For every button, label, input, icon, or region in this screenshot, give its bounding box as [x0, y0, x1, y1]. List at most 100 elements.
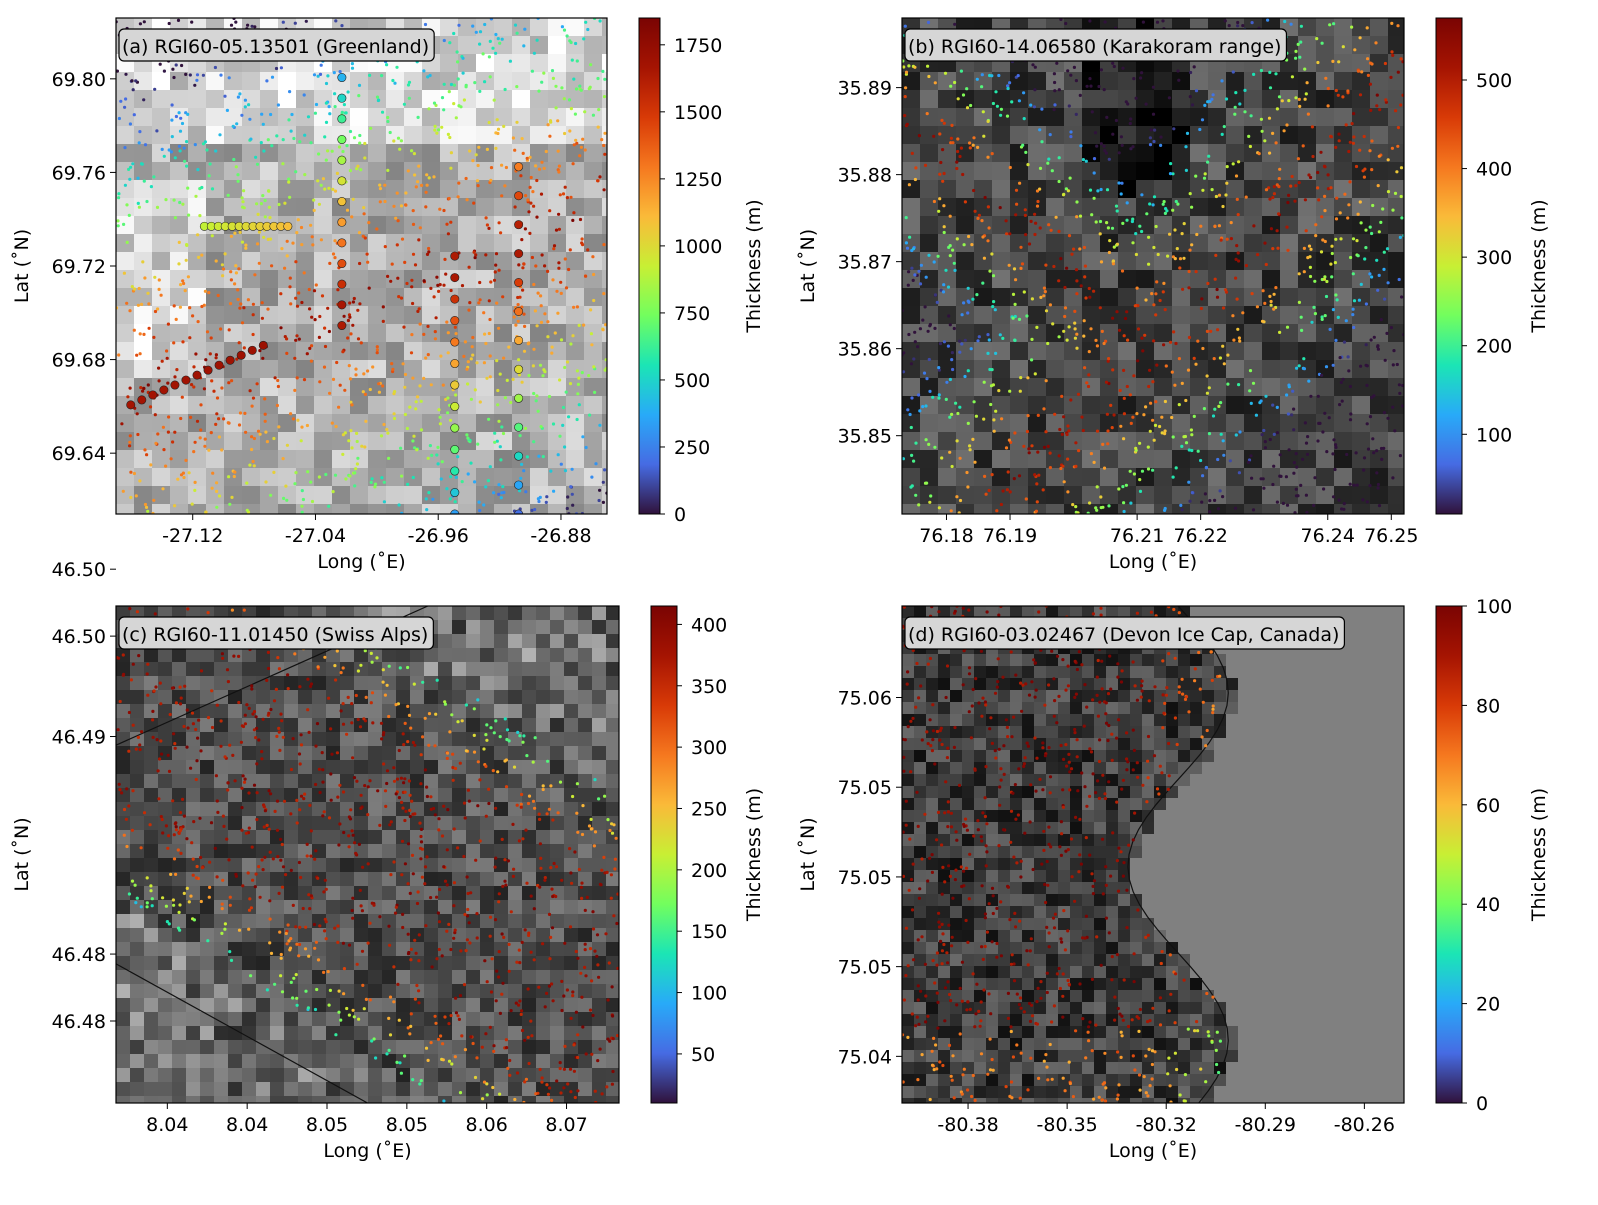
- data-point: [253, 464, 256, 467]
- data-point: [389, 996, 392, 999]
- y-tick-label: 69.76: [52, 162, 106, 184]
- data-point: [937, 811, 940, 814]
- data-point: [563, 942, 566, 945]
- data-point: [376, 351, 379, 354]
- data-point: [241, 196, 244, 199]
- data-point: [1204, 492, 1207, 495]
- data-point: [168, 22, 171, 25]
- data-point: [986, 1073, 989, 1076]
- data-point: [559, 193, 562, 196]
- survey-point: [338, 321, 346, 329]
- data-point: [410, 351, 413, 354]
- data-point: [122, 490, 125, 493]
- data-point: [193, 84, 196, 87]
- data-point: [487, 418, 490, 421]
- data-point: [298, 926, 301, 929]
- data-point: [1092, 772, 1095, 775]
- data-point: [412, 435, 415, 438]
- data-point: [522, 469, 525, 472]
- data-point: [969, 104, 972, 107]
- data-point: [1369, 226, 1372, 229]
- data-point: [941, 932, 944, 935]
- data-point: [183, 892, 186, 895]
- data-point: [232, 158, 235, 161]
- data-point: [1043, 287, 1046, 290]
- data-point: [279, 292, 282, 295]
- data-point: [293, 357, 296, 360]
- data-point: [128, 178, 131, 181]
- data-point: [1001, 676, 1004, 679]
- data-point: [455, 116, 458, 119]
- data-point: [1256, 253, 1259, 256]
- data-point: [562, 192, 565, 195]
- data-point: [1078, 818, 1081, 821]
- data-point: [339, 384, 342, 387]
- data-point: [435, 957, 438, 960]
- data-point: [234, 779, 237, 782]
- data-point: [1234, 507, 1237, 510]
- colorbar-tick-label: 80: [1476, 695, 1500, 717]
- data-point: [511, 378, 514, 381]
- data-point: [466, 908, 469, 911]
- data-point: [1323, 412, 1326, 415]
- data-point: [1399, 103, 1402, 106]
- data-point: [571, 59, 574, 62]
- data-point: [1187, 481, 1190, 484]
- data-point: [419, 226, 422, 229]
- data-point: [1189, 192, 1192, 195]
- data-point: [501, 295, 504, 298]
- data-point: [268, 789, 271, 792]
- colorbar-tick-label: 250: [691, 798, 727, 820]
- data-point: [175, 825, 178, 828]
- data-point: [505, 166, 508, 169]
- data-point: [1107, 504, 1110, 507]
- data-point: [951, 936, 954, 939]
- data-point: [412, 872, 415, 875]
- data-point: [909, 770, 912, 773]
- data-point: [359, 889, 362, 892]
- data-point: [1104, 1099, 1107, 1102]
- data-point: [400, 1072, 403, 1075]
- data-point: [481, 1046, 484, 1049]
- data-point: [1339, 356, 1342, 359]
- data-point: [1147, 776, 1150, 779]
- data-point: [1145, 103, 1148, 106]
- data-point: [1309, 395, 1312, 398]
- data-point: [1306, 453, 1309, 456]
- data-point: [1140, 696, 1143, 699]
- data-point: [1224, 288, 1227, 291]
- data-point: [1109, 875, 1112, 878]
- data-point: [442, 805, 445, 808]
- data-point: [612, 914, 615, 917]
- data-point: [1321, 238, 1324, 241]
- data-point: [924, 1020, 927, 1023]
- data-point: [934, 81, 937, 84]
- data-point: [1035, 689, 1038, 692]
- data-point: [431, 965, 434, 968]
- data-point: [132, 663, 135, 666]
- data-point: [182, 472, 185, 475]
- data-point: [1150, 128, 1153, 131]
- data-point: [526, 157, 529, 160]
- data-point: [199, 436, 202, 439]
- data-point: [1190, 449, 1193, 452]
- data-point: [465, 368, 468, 371]
- data-point: [1117, 487, 1120, 490]
- data-point: [992, 102, 995, 105]
- data-point: [1133, 749, 1136, 752]
- data-point: [1168, 774, 1171, 777]
- colorbar-label: Thickness (m): [1528, 199, 1550, 333]
- data-point: [571, 468, 574, 471]
- data-point: [1122, 875, 1125, 878]
- data-point: [407, 933, 410, 936]
- data-point: [1190, 433, 1193, 436]
- data-point: [419, 323, 422, 326]
- data-point: [269, 494, 272, 497]
- data-point: [237, 655, 240, 658]
- data-point: [543, 264, 546, 267]
- data-point: [373, 485, 376, 488]
- data-point: [413, 939, 416, 942]
- data-point: [313, 947, 316, 950]
- data-point: [336, 941, 339, 944]
- data-point: [389, 131, 392, 134]
